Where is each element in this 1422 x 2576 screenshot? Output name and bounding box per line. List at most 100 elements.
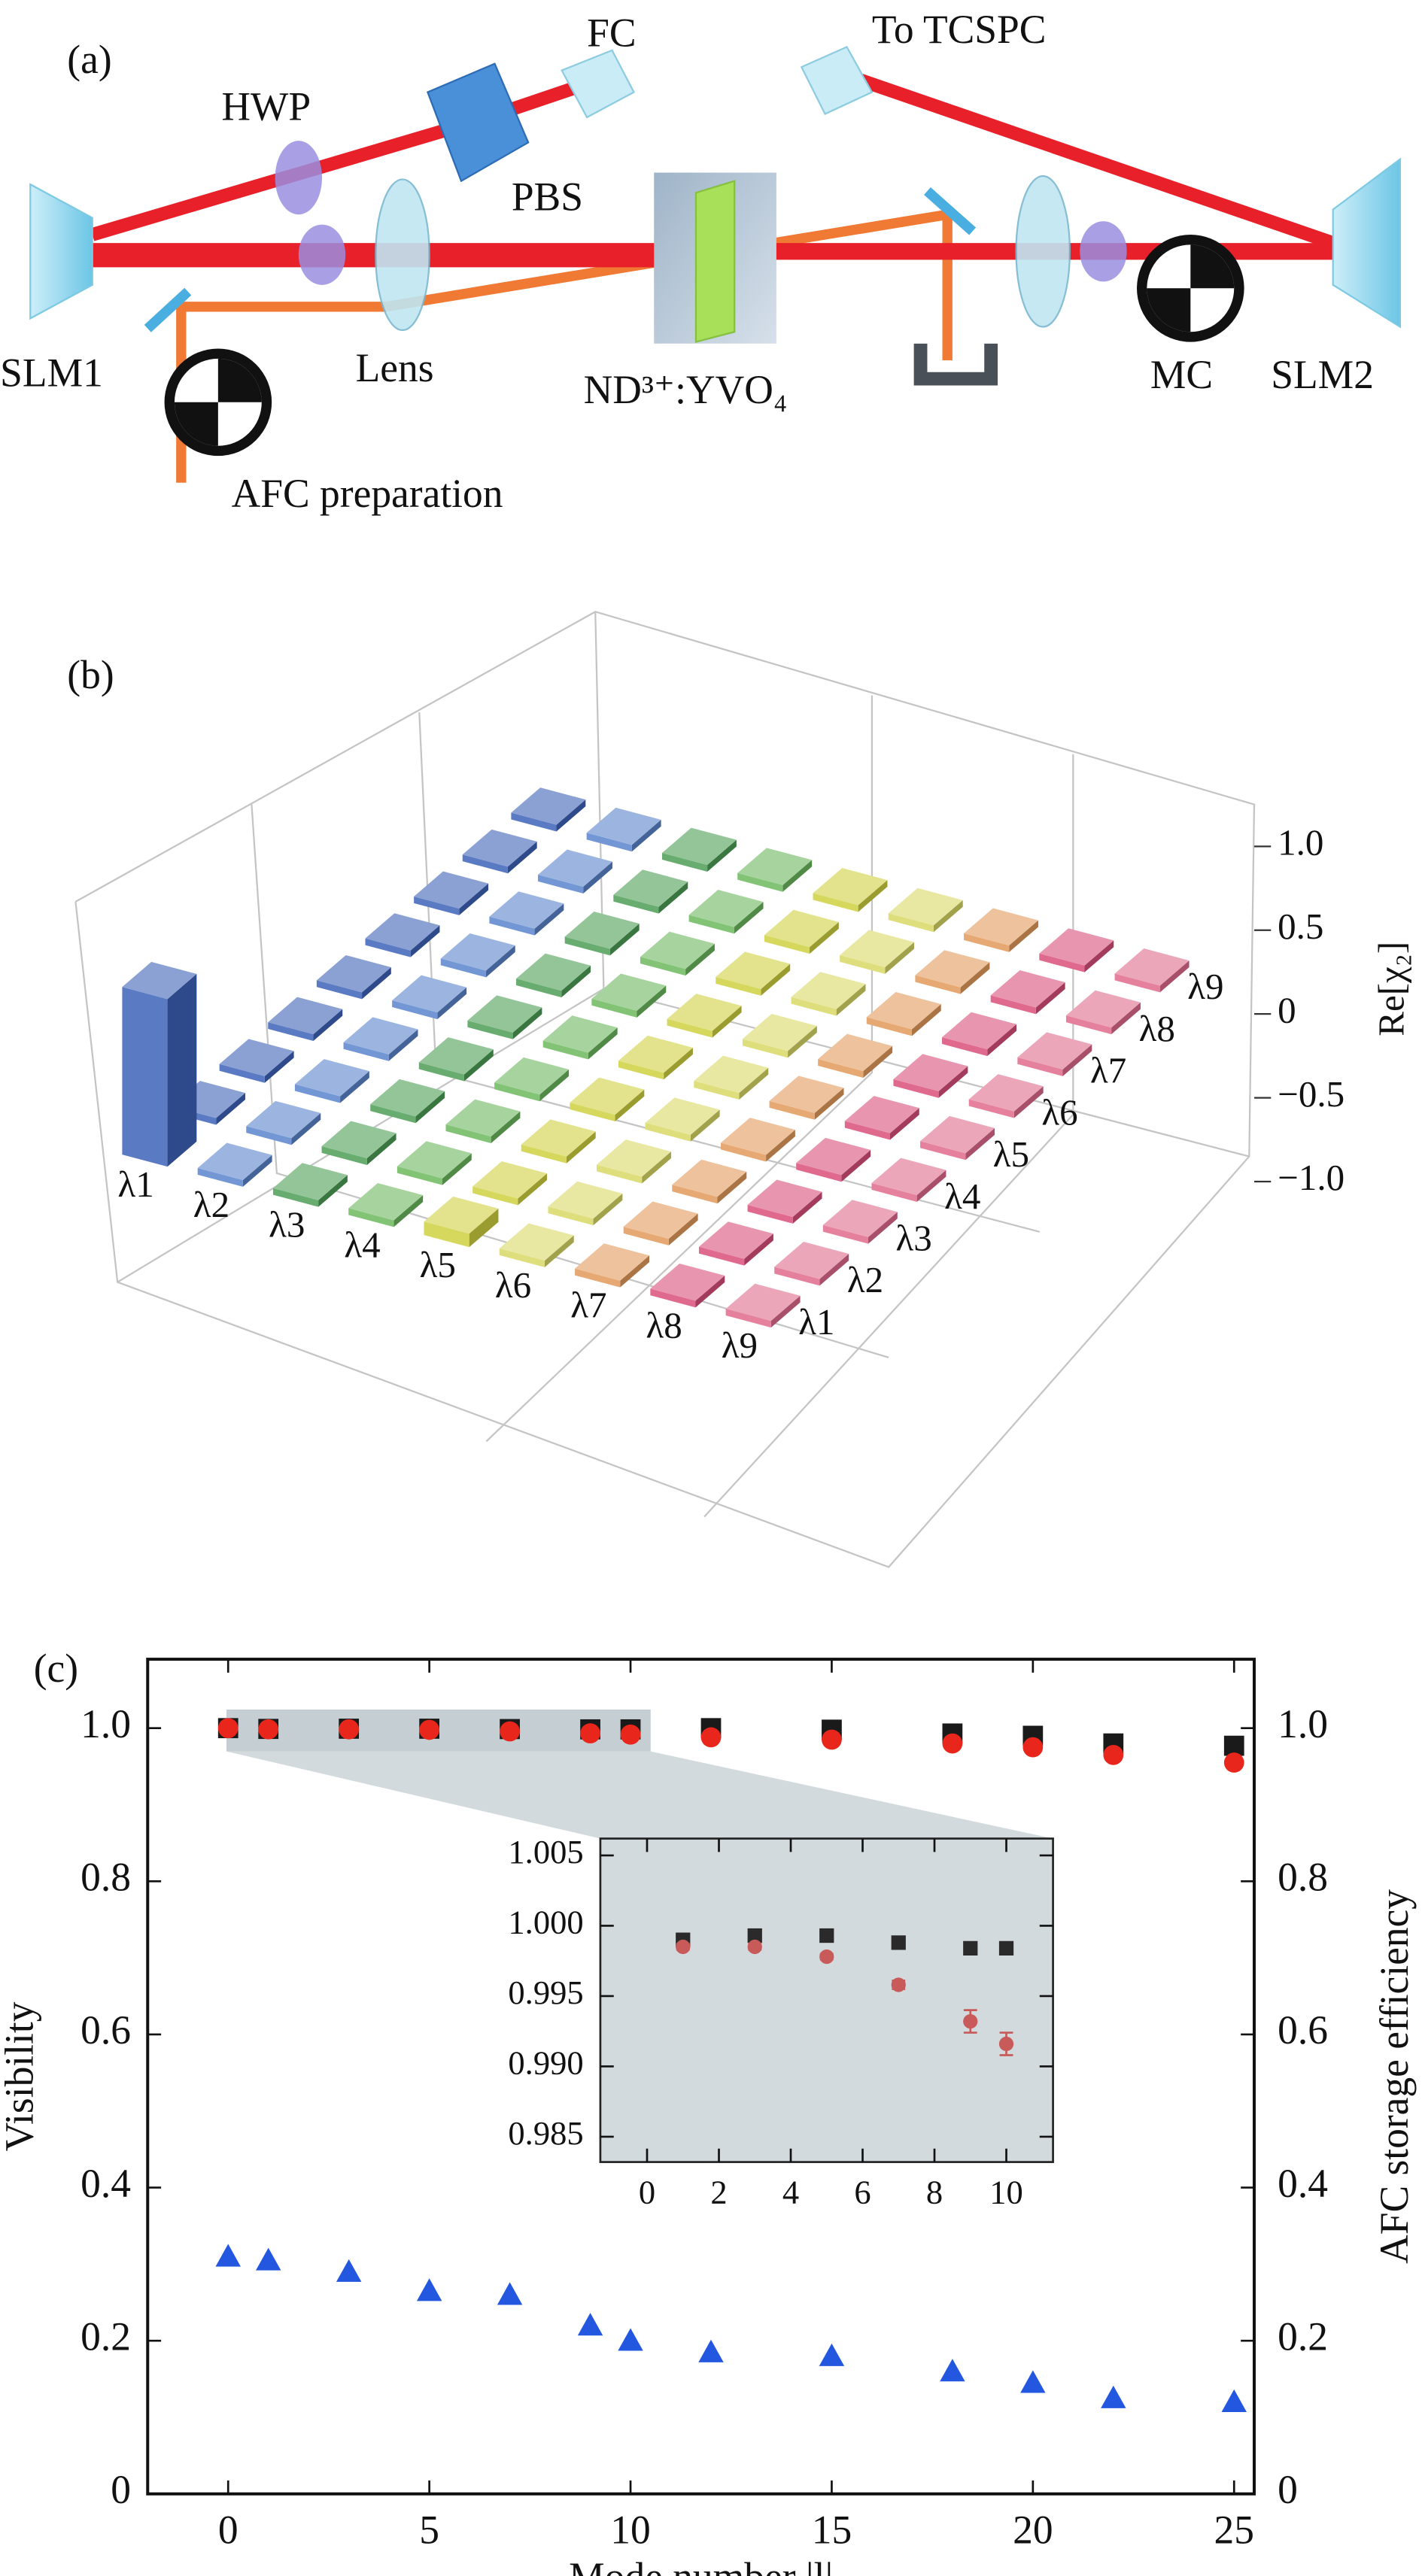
bar xyxy=(764,909,839,954)
marker xyxy=(676,1939,691,1955)
bar-face xyxy=(1013,1086,1044,1118)
bar-top xyxy=(570,1077,645,1115)
bar-face xyxy=(597,1164,643,1184)
bar-face xyxy=(650,1288,696,1308)
bar xyxy=(321,1121,397,1165)
bar-face xyxy=(764,935,810,954)
label: SLM1 xyxy=(0,350,103,396)
bar-top xyxy=(844,1096,919,1133)
panel-label: (c) xyxy=(34,1646,78,1691)
bar-face xyxy=(463,1049,494,1082)
column-label: λ3 xyxy=(895,1217,931,1258)
bar xyxy=(570,1077,645,1122)
bar-face xyxy=(672,1185,718,1204)
bar-face xyxy=(788,1025,817,1058)
y-tick-label: 0.995 xyxy=(508,1974,583,2011)
bar xyxy=(774,1241,849,1286)
bar-top xyxy=(575,1243,649,1281)
bar-face xyxy=(542,1040,588,1060)
bar-face xyxy=(418,1062,464,1082)
z-axis-label: Re[χ₂] xyxy=(1370,942,1411,1036)
bar xyxy=(742,1013,817,1058)
bar xyxy=(694,1055,769,1100)
marker xyxy=(577,2313,603,2336)
fiber-coupler xyxy=(800,45,874,115)
bar xyxy=(246,1100,321,1145)
row-label: λ9 xyxy=(722,1324,758,1366)
label: AFC preparation xyxy=(232,471,503,516)
row-label: λ6 xyxy=(495,1264,531,1306)
marker xyxy=(998,2036,1014,2052)
bar-face xyxy=(742,1039,788,1058)
bar-top xyxy=(645,1097,720,1135)
marker xyxy=(747,1939,762,1955)
bar xyxy=(640,931,715,976)
bar-face xyxy=(564,936,610,956)
bar-top xyxy=(650,1263,725,1301)
bar-face xyxy=(321,1145,367,1165)
bar-face xyxy=(770,1295,801,1328)
bar-top xyxy=(1065,990,1141,1028)
bar xyxy=(796,1137,871,1182)
bar-top xyxy=(888,887,963,926)
bar-face xyxy=(1035,982,1065,1015)
bar xyxy=(316,954,391,1000)
bar-face xyxy=(841,1149,871,1182)
column-label: λ2 xyxy=(847,1259,883,1300)
bar-top xyxy=(499,1223,574,1261)
bar xyxy=(813,868,888,912)
bar-face xyxy=(459,883,489,915)
bar-face xyxy=(1111,1002,1141,1035)
bar-face xyxy=(539,1069,570,1102)
label: SLM2 xyxy=(1271,352,1374,397)
bar-face xyxy=(613,894,659,914)
bar-face xyxy=(642,1151,671,1184)
column-label: λ5 xyxy=(993,1133,1029,1175)
marker xyxy=(1223,1735,1244,1756)
bar xyxy=(542,1015,618,1060)
marker xyxy=(942,1733,963,1754)
bar xyxy=(737,848,813,892)
frame-line xyxy=(74,611,1256,1568)
bar xyxy=(990,970,1065,1015)
bar-face xyxy=(716,976,761,996)
bar-face xyxy=(548,1206,594,1226)
bar xyxy=(397,1141,472,1185)
bar-face xyxy=(516,979,562,998)
bar-face xyxy=(507,841,537,874)
bar-top xyxy=(742,1013,817,1051)
bar-top xyxy=(990,970,1065,1008)
marker xyxy=(255,2247,281,2271)
bar-face xyxy=(695,1276,725,1308)
bar xyxy=(871,1158,946,1202)
bar-face xyxy=(858,880,888,912)
bar-face xyxy=(885,942,915,974)
signal-beam xyxy=(844,68,1335,250)
y2-tick-label: 0 xyxy=(1278,2467,1298,2512)
bar-face xyxy=(615,1089,645,1122)
bar-face xyxy=(219,1063,265,1083)
bar-top xyxy=(694,1055,769,1094)
row-label: λ1 xyxy=(118,1164,154,1205)
x-tick-label: 6 xyxy=(854,2173,871,2210)
marker xyxy=(819,1949,834,1965)
bar-top xyxy=(321,1121,397,1159)
bar xyxy=(888,887,963,933)
bar xyxy=(725,1283,801,1328)
bar-top xyxy=(489,891,564,929)
bar-top xyxy=(840,930,915,967)
column-label: λ1 xyxy=(798,1301,834,1343)
bar-face xyxy=(485,945,515,978)
bar-face xyxy=(167,973,197,1167)
bar xyxy=(840,930,915,974)
marker xyxy=(700,1727,722,1748)
bar-face xyxy=(734,902,764,934)
bar-face xyxy=(661,853,708,872)
bar xyxy=(122,961,197,1167)
bar-top xyxy=(197,1142,272,1180)
bar-top xyxy=(716,951,791,989)
marker xyxy=(215,2244,241,2267)
bar-face xyxy=(1017,1057,1063,1076)
bar xyxy=(720,1118,795,1162)
bar-face xyxy=(688,915,734,934)
